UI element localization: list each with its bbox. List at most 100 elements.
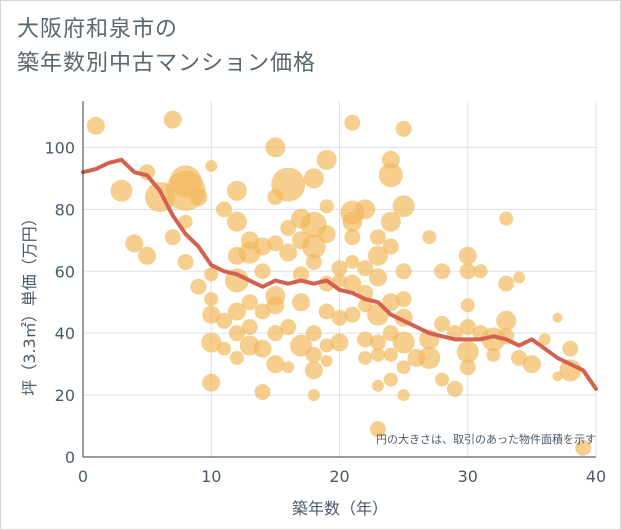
data-bubble <box>267 235 284 252</box>
data-bubble <box>380 211 401 232</box>
data-bubble <box>293 266 310 283</box>
y-tick-label: 80 <box>55 200 75 219</box>
data-bubble <box>392 195 415 218</box>
data-bubble <box>382 238 399 255</box>
data-bubble <box>513 271 526 284</box>
data-bubble <box>369 334 386 351</box>
trend-layer <box>81 157 598 391</box>
data-bubble <box>332 273 347 288</box>
trend-line <box>81 157 598 391</box>
data-bubble <box>290 334 313 357</box>
size-note: 円の大きさは、取引のあった物件面積を示す <box>376 432 596 446</box>
data-bubble <box>456 340 479 363</box>
data-bubble <box>395 263 412 280</box>
data-bubble <box>434 315 451 332</box>
y-tick-label: 20 <box>55 386 75 405</box>
data-bubble <box>216 201 233 218</box>
data-bubble <box>344 114 361 131</box>
y-tick-label: 100 <box>44 138 75 157</box>
data-bubble <box>318 303 335 320</box>
data-bubble <box>226 180 247 201</box>
data-bubble <box>177 253 194 270</box>
data-bubble <box>358 350 373 365</box>
data-bubble <box>330 333 349 352</box>
data-bubble <box>267 325 284 342</box>
data-bubble <box>395 291 412 308</box>
data-bubble <box>331 260 348 277</box>
data-bubble <box>368 268 387 287</box>
data-bubble <box>204 292 219 307</box>
x-tick-label: 30 <box>458 467 478 486</box>
data-bubble <box>319 199 334 214</box>
data-bubble <box>496 310 517 331</box>
data-bubble <box>189 187 208 206</box>
data-bubble <box>253 339 272 358</box>
data-bubble <box>301 234 326 259</box>
data-bubble <box>254 303 271 320</box>
data-bubble <box>266 296 285 315</box>
data-bubble <box>371 379 384 392</box>
y-tick-label: 0 <box>65 448 75 467</box>
data-bubble <box>163 110 182 129</box>
data-bubble <box>370 347 385 362</box>
data-bubble <box>397 389 410 402</box>
data-bubble <box>228 325 245 342</box>
data-bubble <box>381 293 400 312</box>
data-bubble <box>552 312 563 323</box>
y-tick-label: 60 <box>55 262 75 281</box>
data-bubble <box>511 349 528 366</box>
data-bubble <box>86 116 105 135</box>
data-bubble <box>369 229 386 246</box>
data-bubble <box>164 229 181 246</box>
data-bubble <box>522 355 541 374</box>
data-bubble <box>216 312 233 329</box>
data-bubble <box>357 331 374 348</box>
data-bubble <box>435 372 450 387</box>
data-bubble <box>110 179 133 202</box>
x-axis-title: 築年数（年） <box>292 499 388 518</box>
data-bubble <box>254 263 271 280</box>
data-bubble <box>217 341 232 356</box>
data-bubble <box>266 355 285 374</box>
data-bubble <box>279 243 298 262</box>
data-bubble <box>459 263 476 280</box>
data-bubble <box>205 160 218 173</box>
data-bubble <box>460 298 475 313</box>
data-bubble <box>190 278 207 295</box>
data-bubble <box>202 305 221 324</box>
x-tick-label: 10 <box>201 467 221 486</box>
y-tick-label: 40 <box>55 324 75 343</box>
data-bubble <box>316 149 337 170</box>
data-bubble <box>204 267 219 282</box>
chart-title-line2: 築年数別中古マンション価格 <box>17 51 317 76</box>
data-bubble <box>342 211 363 232</box>
data-bubble <box>280 318 297 335</box>
data-bubble <box>226 211 247 232</box>
data-bubble <box>383 372 398 387</box>
bubble-layer <box>86 110 592 456</box>
data-bubble <box>241 318 258 335</box>
data-bubble <box>498 275 515 292</box>
data-bubble <box>202 373 221 392</box>
data-bubble <box>125 234 144 253</box>
data-bubble <box>499 211 514 226</box>
data-bubble <box>253 237 272 256</box>
x-tick-label: 20 <box>329 467 349 486</box>
data-bubble <box>378 163 403 188</box>
data-bubble <box>138 246 157 265</box>
data-bubble <box>355 199 376 220</box>
data-bubble <box>446 380 463 397</box>
data-bubble <box>305 253 322 270</box>
data-bubble <box>486 347 501 362</box>
data-bubble <box>344 306 361 323</box>
data-bubble <box>459 318 476 335</box>
data-bubble <box>343 274 362 293</box>
data-bubble <box>575 439 592 456</box>
data-bubble <box>304 361 323 380</box>
data-bubble <box>369 421 386 438</box>
data-bubble <box>538 333 551 346</box>
chart-title-line1: 大阪府和泉市の <box>17 17 179 42</box>
chart-title: 大阪府和泉市の 築年数別中古マンション価格 <box>17 13 316 81</box>
data-bubble <box>292 293 311 312</box>
